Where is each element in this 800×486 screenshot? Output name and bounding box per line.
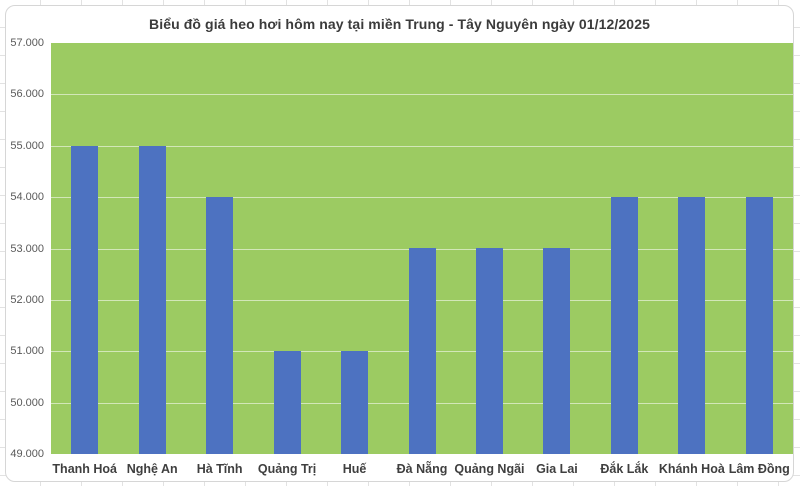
x-tick-label: Nghệ An — [126, 462, 178, 476]
bar-Đà Nẵng — [408, 248, 436, 454]
chart-object[interactable]: Biểu đồ giá heo hơi hôm nay tại miền Tru… — [5, 5, 794, 482]
y-tick-label: 55.000 — [10, 139, 44, 152]
gridline — [51, 197, 793, 198]
x-tick-label: Thanh Hoá — [52, 462, 118, 476]
chart-title: Biểu đồ giá heo hơi hôm nay tại miền Tru… — [149, 16, 650, 32]
y-tick-label: 51.000 — [10, 345, 44, 358]
y-tick-label: 57.000 — [10, 37, 44, 49]
x-tick-label: Khánh Hoà — [658, 462, 725, 476]
bar-Quảng Trị — [273, 351, 301, 454]
gridline — [51, 94, 793, 95]
y-tick-label: 52.000 — [10, 293, 44, 306]
bar-Quảng Ngãi — [475, 248, 503, 454]
gridline — [51, 146, 793, 147]
x-tick-label: Hà Tĩnh — [196, 462, 243, 476]
x-tick-label: Đắk Lắk — [600, 462, 649, 476]
y-tick-label: 56.000 — [10, 88, 44, 101]
x-tick-label: Quảng Trị — [257, 462, 317, 476]
x-tick-label: Quảng Ngãi — [454, 462, 525, 476]
plot-area — [51, 43, 793, 454]
x-tick-label: Đà Nẵng — [396, 462, 448, 476]
bar-Thanh Hoá — [71, 146, 99, 454]
bar-Hà Tĩnh — [206, 197, 234, 454]
bar-Khánh Hoà — [678, 197, 706, 454]
x-tick-label: Huế — [342, 462, 367, 476]
y-tick-label: 53.000 — [10, 242, 44, 255]
x-tick-label: Lâm Đồng — [728, 462, 790, 476]
y-tick-label: 50.000 — [10, 396, 44, 409]
bar-Lâm Đồng — [745, 197, 773, 454]
y-tick-label: 54.000 — [10, 191, 44, 204]
bar-Gia Lai — [543, 248, 571, 454]
bar-Huế — [341, 351, 369, 454]
y-tick-label: 49.000 — [10, 448, 44, 460]
bar-Nghệ An — [138, 146, 166, 454]
x-tick-label: Gia Lai — [536, 462, 578, 476]
bar-Đắk Lắk — [610, 197, 638, 454]
